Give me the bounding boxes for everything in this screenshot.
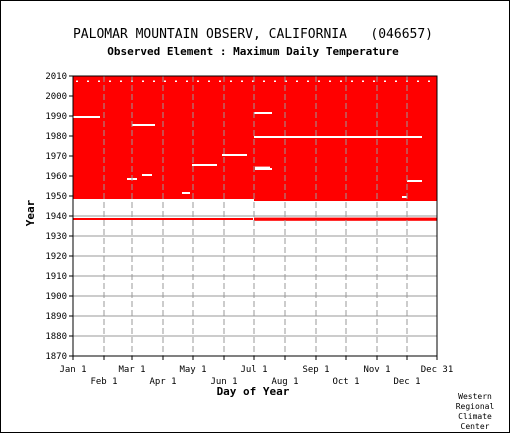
data-gap-dot-0-4	[76, 80, 78, 82]
vertical-gridlines	[103, 76, 408, 356]
data-gap-7	[255, 168, 272, 170]
data-gap-dot-0-312	[384, 80, 386, 82]
data-gap-dot-0-180	[252, 80, 254, 82]
data-gap-dot-0-114	[186, 80, 188, 82]
data-gap-dot-0-191	[263, 80, 265, 82]
data-gap-dot-0-356	[428, 80, 430, 82]
data-gap-4	[254, 136, 422, 138]
data-gap-dot-0-158	[230, 80, 232, 82]
x-tick-label-Dec-1: Dec 1	[393, 377, 420, 387]
y-tick-label-1890: 1890	[45, 312, 67, 322]
y-tick-label-1910: 1910	[45, 272, 67, 282]
x-tick-label-Oct-1: Oct 1	[332, 377, 359, 387]
y-axis-label: Year	[24, 199, 37, 226]
y-tick-label-1970: 1970	[45, 152, 67, 162]
data-gap-dot-0-70	[142, 80, 144, 82]
data-gap-11	[182, 192, 190, 194]
data-gap-2	[132, 124, 155, 126]
data-gap-10	[407, 180, 422, 182]
data-gap-dot-0-268	[340, 80, 342, 82]
x-tick-label-Feb-1: Feb 1	[90, 377, 117, 387]
y-tick-label-1990: 1990	[45, 112, 67, 122]
data-gap-1	[73, 116, 100, 118]
x-tick-label-Nov-1: Nov 1	[363, 365, 390, 375]
data-gap-dot-0-37	[109, 80, 111, 82]
x-tick-label-Sep-1: Sep 1	[302, 365, 329, 375]
axes: 1870 1880 1890 1900 1910 1920 1930 1940 1950 1960…	[45, 72, 453, 387]
data-gap-dot-0-81	[153, 80, 155, 82]
data-block-2	[73, 218, 253, 220]
x-tick-label-Jul-1: Jul 1	[240, 365, 267, 375]
data-gap-dot-0-257	[329, 80, 331, 82]
data-gap-8	[255, 166, 270, 169]
y-tick-label-1950: 1950	[45, 192, 67, 202]
x-tick-label-Apr-1: Apr 1	[149, 377, 176, 387]
data-gap-dot-0-15	[87, 80, 89, 82]
data-gap-dot-0-147	[219, 80, 221, 82]
data-gap-dot-0-213	[285, 80, 287, 82]
data-gap-dot-0-92	[164, 80, 166, 82]
data-gap-5	[222, 154, 247, 156]
y-tick-label-1940: 1940	[45, 212, 67, 222]
data-gap-dot-0-279	[351, 80, 353, 82]
data-block-1	[254, 199, 437, 201]
chart-title: PALOMAR MOUNTAIN OBSERV, CALIFORNIA (046…	[73, 27, 433, 42]
data-gap-dot-0-290	[362, 80, 364, 82]
y-tick-label-1900: 1900	[45, 292, 67, 302]
data-gap-dot-0-323	[395, 80, 397, 82]
y-tick-label-2000: 2000	[45, 92, 67, 102]
y-tick-label-1880: 1880	[45, 332, 67, 342]
x-tick-label-May-1: May 1	[179, 365, 206, 375]
chart-subtitle: Observed Element : Maximum Daily Tempera…	[107, 45, 399, 58]
x-tick-label-Jan-1: Jan 1	[59, 365, 86, 375]
credit-line-3: Climate	[458, 412, 492, 421]
x-tick-label-Mar-1: Mar 1	[118, 365, 145, 375]
data-gap-dot-0-246	[318, 80, 320, 82]
data-gap-6	[192, 164, 217, 166]
y-tick-label-1870: 1870	[45, 352, 67, 362]
data-gap-dot-0-103	[175, 80, 177, 82]
y-tick-label-1980: 1980	[45, 132, 67, 142]
data-gap-dot-0-48	[120, 80, 122, 82]
x-tick-label-Jun-1: Jun 1	[210, 377, 237, 387]
data-gap-dot-0-301	[373, 80, 375, 82]
credit-line-2: Regional	[456, 402, 495, 411]
credit-line-4: Center	[461, 422, 490, 431]
data-gap-dot-0-26	[98, 80, 100, 82]
data-gap-dot-0-345	[417, 80, 419, 82]
y-tick-label-1960: 1960	[45, 172, 67, 182]
data-block-3	[254, 217, 437, 221]
y-tick-label-1920: 1920	[45, 252, 67, 262]
data-gap-dot-0-136	[208, 80, 210, 82]
data-gap-dot-0-224	[296, 80, 298, 82]
y-tick-label-1930: 1930	[45, 232, 67, 242]
data-gap-12	[402, 196, 407, 198]
data-layer	[73, 76, 437, 221]
data-gap-dot-0-169	[241, 80, 243, 82]
x-tick-label-Aug-1: Aug 1	[271, 377, 298, 387]
credit-line-1: Western	[458, 392, 492, 401]
data-gap-13	[142, 174, 152, 176]
data-gap-dot-0-125	[197, 80, 199, 82]
data-gap-dot-0-202	[274, 80, 276, 82]
data-gap-3	[254, 112, 272, 114]
x-tick-label-Dec-31: Dec 31	[421, 365, 454, 375]
data-gap-dot-0-235	[307, 80, 309, 82]
y-tick-label-2010: 2010	[45, 72, 67, 82]
x-axis-label: Day of Year	[217, 385, 290, 398]
